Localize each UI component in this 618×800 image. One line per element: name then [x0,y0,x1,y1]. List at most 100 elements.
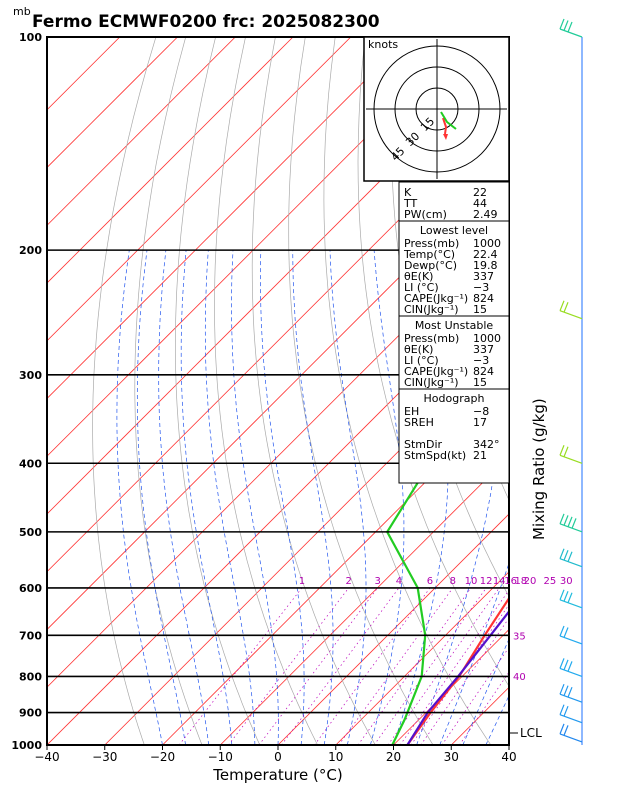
mixing-ratio-line [399,589,509,745]
pressure-tick-label: 900 [19,707,42,720]
mixing-ratio-line [314,587,431,745]
table-row-label: PW(cm) [404,208,447,221]
index-table-frame [398,181,510,484]
isotherm-line [335,571,509,745]
table-row-value: 15 [473,376,487,389]
wind-barb-flag [571,518,577,529]
wind-barb-flag [563,20,569,31]
wind-barb-flag [559,704,565,715]
wind-barb-flag [563,659,569,671]
table-row-value: 15 [473,303,487,316]
moist-adiabat-line [329,250,367,745]
pressure-tick-label: 700 [19,629,42,642]
pressure-tick-label: 200 [19,244,42,257]
wind-barb-staff [559,28,583,38]
table-row-label: TT [403,197,418,210]
table-row-value: 824 [473,292,494,305]
moist-adiabat-line [204,250,256,745]
x-tick-label: −20 [150,750,175,764]
x-tick-label: 10 [328,750,343,764]
wind-barb-flag [567,661,573,672]
moist-adiabat-line [180,250,233,745]
isotherm-line [47,37,236,226]
mixing-ratio-label: 3 [374,576,380,587]
mixing-ratio-line [420,617,509,745]
mixing-ratio-line [441,646,509,745]
moist-adiabat-line [292,250,334,745]
mixing-ratio-label: 6 [427,576,433,587]
wind-barb-flag [567,592,573,603]
pressure-tick-label: 600 [19,582,42,595]
wind-barb-flag [563,725,569,736]
profile-series [385,393,509,745]
wind-barb-staff [559,693,583,703]
mixing-ratio-line [357,587,472,745]
series-temperature-line [406,596,509,745]
right-edge-labels: 35 40 [513,632,526,684]
wind-barb-flag [563,549,569,561]
mixing-ratio-label: 20 [524,576,537,587]
wind-barb-flag [563,302,569,313]
wind-barb-staff [559,667,583,677]
mixing-ratio-label: 18 [514,576,527,587]
pressure-tick-label: 800 [19,670,42,683]
wind-barb-flag [559,300,565,311]
isotherm-line [162,397,509,745]
mixing-ratio-line [459,671,509,745]
wind-barb-staff [559,714,583,724]
wind-barb-column [559,18,583,745]
x-tick-label: 20 [386,750,401,764]
series-parcel-line [406,609,509,745]
mixing-ratio-line [281,587,400,745]
x-tick-label: −30 [92,750,117,764]
table-row-value: 1000 [473,237,501,250]
wind-barb-flag [567,551,573,562]
table-row-value: −8 [473,405,489,418]
wind-barb-flag [559,548,565,559]
table-row-label: Press(mb) [404,237,459,250]
wind-barb-staff [559,599,583,609]
mixing-ratio-line [373,587,487,745]
x-tick-label: 40 [501,750,516,764]
table-row-label: EH [404,405,419,418]
wind-barb-flag [559,625,565,637]
wind-barb-flag [559,18,565,30]
table-section-heading: Lowest level [420,224,488,237]
isotherm-line [47,37,352,342]
isotherm-line [47,37,467,457]
mixing-ratio-label: 10 [465,576,478,587]
x-tick-label: 0 [274,750,282,764]
table-row-value: 342° [473,438,500,451]
lcl-label: LCL [520,726,542,740]
table-row-value: 337 [473,270,494,283]
lcl-marker: LCL [509,726,542,740]
x-tick-label: −10 [208,750,233,764]
mixing-ratio-line [387,587,500,745]
wind-barb-flag [567,686,573,698]
mixing-ratio-label: 16 [504,576,517,587]
table-row-value: 19.8 [473,259,498,272]
wind-barb-flag [559,683,565,695]
dry-adiabat-line [175,37,261,745]
table-row-value: 21 [473,449,487,462]
wind-barb-staff [559,558,583,568]
table-row-label: CIN(Jkg⁻¹) [404,376,459,389]
table-row-label: CIN(Jkg⁻¹) [404,303,459,316]
table-row-value: 2.49 [473,208,498,221]
table-row-label: K [404,186,412,199]
isotherm-line [220,455,509,745]
table-row-value: 1000 [473,332,501,345]
hodograph-trace-green [440,111,457,130]
pressure-tick-label: 400 [19,457,42,470]
storm-motion-arrow [443,134,448,140]
table-row-label: SREH [404,416,434,429]
dry-adiabat-line [357,37,509,687]
isotherm-line [47,166,509,631]
chart-title: Fermo ECMWF0200 frc: 2025082300 [32,12,380,32]
wind-barb-staff [559,635,583,645]
wind-barb-flag [563,591,569,602]
dry-adiabat-line [604,37,618,745]
table-row-value: 17 [473,416,487,429]
